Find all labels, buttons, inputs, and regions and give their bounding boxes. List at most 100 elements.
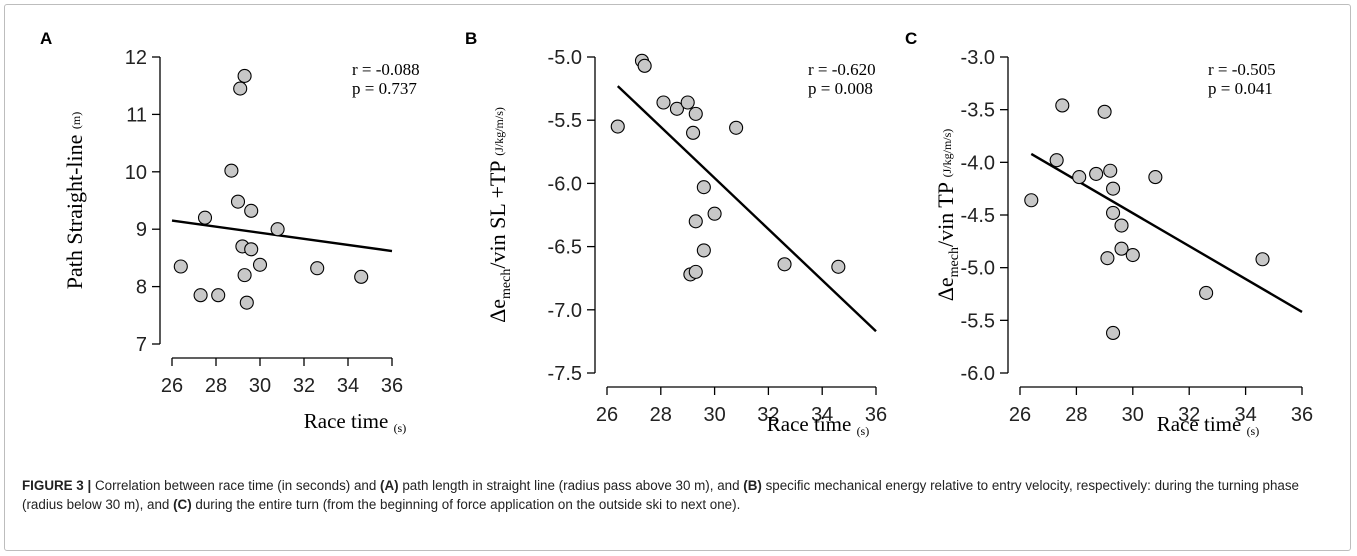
data-point — [270, 222, 285, 237]
x-tick-label: 34 — [1234, 404, 1256, 426]
x-tick-label: 34 — [337, 375, 359, 397]
y-tick-label: -7.5 — [548, 363, 582, 385]
figure-frame — [4, 4, 1351, 551]
caption-panel-ref: (B) — [743, 478, 762, 493]
x-tick-label: 28 — [205, 375, 227, 397]
data-point — [1100, 251, 1115, 266]
data-point — [197, 210, 213, 225]
data-point — [1114, 218, 1129, 233]
data-point — [173, 259, 188, 274]
data-point — [252, 257, 268, 272]
data-point — [777, 257, 792, 272]
caption-label: FIGURE 3 | — [22, 478, 92, 493]
data-point — [1125, 247, 1140, 263]
data-point — [656, 95, 671, 110]
regression-line — [171, 219, 393, 253]
panel-letter: A — [40, 29, 52, 48]
y-tick-label: 11 — [126, 104, 147, 126]
data-point — [1089, 166, 1104, 181]
data-point — [696, 243, 711, 258]
y-tick-label: -3.0 — [961, 47, 995, 69]
x-tick-label: 30 — [1122, 404, 1144, 426]
data-point — [193, 288, 208, 303]
data-point — [1106, 181, 1121, 196]
y-tick-label: -7.0 — [548, 300, 582, 322]
data-point — [244, 242, 259, 257]
p-value-annotation: p = 0.008 — [808, 79, 873, 98]
data-point — [1199, 285, 1214, 300]
chart-panel-b: B -7.5 -7.0 -6.5 -6.0 -5.5 -5.0 26 28 30 32 34 36Rac… — [465, 29, 887, 438]
p-value-annotation: p = 0.737 — [352, 79, 417, 98]
r-value-annotation: r = -0.088 — [352, 60, 420, 79]
data-point — [211, 288, 226, 303]
x-axis-label: Race time (s) — [1157, 412, 1259, 438]
caption-segment: Correlation between race time (in second… — [91, 478, 381, 493]
data-point — [237, 68, 252, 83]
y-tick-label: -6.0 — [548, 173, 582, 195]
data-point — [1106, 325, 1121, 341]
y-tick-label: 7 — [136, 334, 147, 356]
r-value-annotation: r = -0.620 — [808, 60, 876, 79]
y-axis-label: Δemech/vin TP (J/kg/m/s) — [933, 129, 962, 302]
p-value-annotation: p = 0.041 — [1208, 79, 1273, 98]
data-point — [686, 125, 701, 140]
data-point — [1049, 153, 1064, 168]
y-tick-label: 10 — [125, 162, 147, 184]
x-tick-label: 28 — [650, 404, 672, 426]
y-axis-label: Path Straight-line (m) — [62, 112, 87, 289]
caption-segment: during the entire turn (from the beginni… — [191, 497, 741, 512]
data-point — [729, 120, 744, 135]
data-point — [696, 180, 711, 195]
data-point — [610, 119, 625, 134]
data-point — [354, 269, 369, 284]
x-tick-label: 28 — [1065, 404, 1087, 426]
y-tick-label: -6.5 — [548, 237, 582, 259]
data-point — [831, 259, 846, 274]
regression-line — [616, 85, 877, 333]
x-tick-label: 36 — [865, 404, 887, 426]
y-tick-label: -6.0 — [961, 363, 995, 385]
x-tick-label: 32 — [757, 404, 779, 426]
data-point — [707, 206, 722, 221]
data-point — [244, 203, 259, 218]
x-tick-label: 26 — [1009, 404, 1031, 426]
caption-text: Correlation between race time (in second… — [22, 478, 1299, 512]
data-point — [224, 163, 239, 178]
data-point — [680, 95, 695, 110]
data-point — [669, 101, 684, 116]
data-point — [310, 261, 325, 276]
data-point — [688, 106, 703, 121]
x-tick-label: 34 — [811, 404, 833, 426]
data-point — [1024, 193, 1039, 208]
data-point — [637, 58, 652, 73]
data-point — [1148, 170, 1163, 185]
data-point — [1072, 170, 1087, 185]
x-tick-label: 26 — [596, 404, 618, 426]
x-axis-label: Race time (s) — [304, 409, 406, 435]
data-point — [688, 214, 703, 229]
data-point — [1106, 205, 1121, 220]
y-tick-label: -3.5 — [961, 100, 995, 122]
x-axis-label: Race time (s) — [767, 412, 869, 438]
y-tick-label: -4.0 — [961, 152, 995, 174]
y-tick-label: 12 — [125, 47, 147, 69]
data-point — [1097, 104, 1112, 119]
data-point — [1103, 163, 1118, 178]
y-axis-label: Δemech/vin SL +TP (J/kg/m/s) — [485, 107, 514, 323]
chart-panel-c: C -6.0 -5.5 -5.0 -4.5 -4.0 -3.5 -3.0 26 28 30 32 34 3… — [905, 29, 1313, 438]
y-tick-label: -5.5 — [548, 110, 582, 132]
x-tick-label: 26 — [161, 375, 183, 397]
y-tick-label: -5.0 — [548, 47, 582, 69]
data-point — [230, 194, 246, 209]
panel-letter: C — [905, 29, 917, 48]
y-tick-label: 9 — [136, 219, 147, 241]
x-tick-label: 36 — [381, 375, 403, 397]
caption-segment: path length in straight line (radius pas… — [398, 478, 744, 493]
x-tick-label: 36 — [1291, 404, 1313, 426]
data-point — [237, 268, 252, 283]
caption-panel-ref: (C) — [173, 497, 192, 512]
data-point — [233, 81, 248, 96]
data-point — [1114, 241, 1129, 256]
data-point — [688, 264, 703, 279]
